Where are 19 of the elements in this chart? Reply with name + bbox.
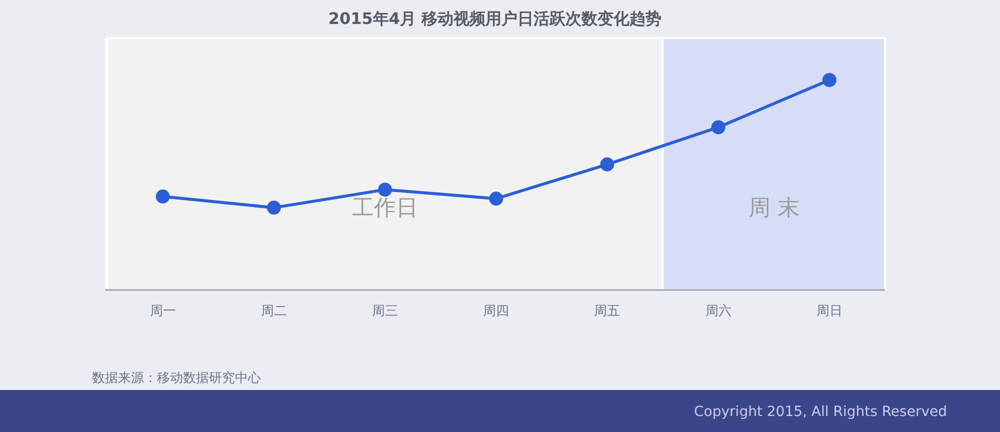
point (711, 120, 726, 134)
x-tick-label: 周五 (594, 304, 620, 319)
point (822, 73, 836, 87)
x-tick-label: 周三 (372, 304, 398, 319)
point (489, 192, 504, 206)
point (266, 200, 281, 215)
text: Copyright 2015, All Rights Reserved (694, 404, 947, 420)
chart-title: 2015年4月 移动视频用户日活跃次数变化趋势 (328, 9, 662, 28)
source-note: 数据来源：移动数据研究中心 (92, 370, 261, 386)
x-tick-label: 周四 (483, 304, 510, 319)
band-label: 工作日 (352, 196, 418, 221)
point (156, 190, 170, 204)
point (378, 182, 392, 197)
point (600, 157, 614, 172)
x-tick-label: 周一 (150, 304, 176, 319)
x-tick-label: 周日 (816, 304, 842, 319)
band-label: 周 末 (748, 196, 800, 221)
x-tick-label: 周二 (260, 304, 287, 319)
x-tick-label: 周六 (705, 304, 732, 319)
